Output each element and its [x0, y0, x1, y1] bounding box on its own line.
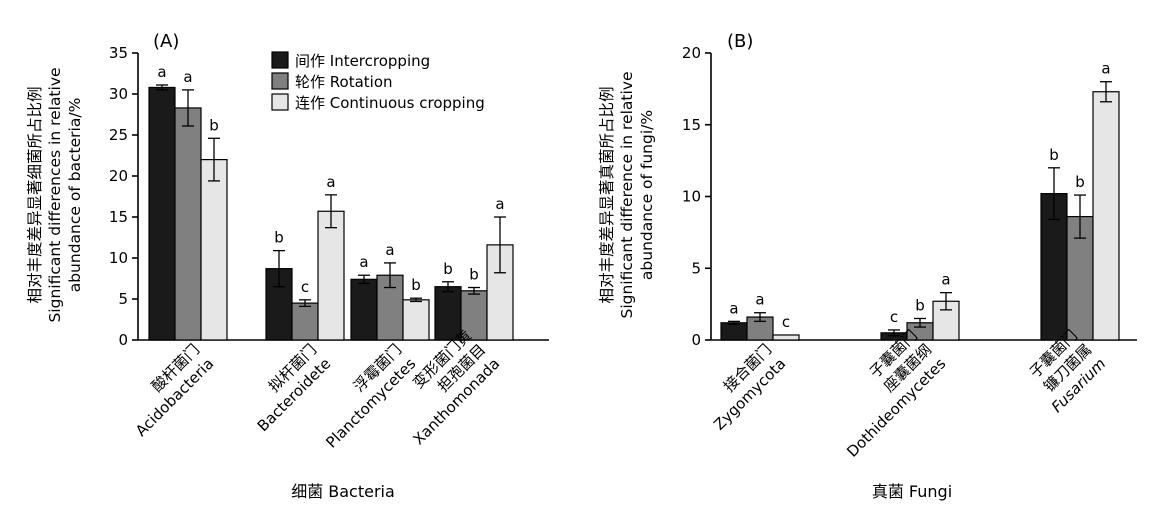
bar-rotation — [460, 290, 488, 341]
significance-letter: b — [469, 266, 479, 284]
x-axis-title: 细菌 Bacteria — [291, 482, 395, 501]
bar-rotation — [291, 302, 319, 341]
significance-letter: a — [941, 271, 950, 289]
legend: 间作 Intercropping 轮作 Rotation 连作 Continuous… — [271, 51, 485, 112]
y-tick-label: 0 — [118, 331, 128, 349]
y-tick-label: 20 — [682, 44, 701, 62]
y-tick-label: 30 — [109, 85, 128, 103]
legend-swatch — [271, 51, 289, 69]
y-tick-label: 10 — [682, 188, 701, 206]
significance-letter: b — [411, 276, 421, 294]
bar-continuous — [200, 159, 228, 341]
y-tick-label: 10 — [109, 249, 128, 267]
significance-letter: a — [157, 63, 166, 81]
y-tick-label: 15 — [109, 208, 128, 226]
bar-continuous — [772, 334, 800, 341]
significance-letter: a — [183, 68, 192, 86]
significance-letter: a — [359, 253, 368, 271]
y-tick-label: 15 — [682, 116, 701, 134]
chart-panel-fungi: 0 5 10 15 20 (B) 相对丰度差异显著真菌所占比例 Significant dif… — [598, 31, 1137, 501]
y-tick-label: 35 — [109, 44, 128, 62]
significance-letter: a — [755, 291, 764, 309]
significance-letter: b — [443, 260, 453, 278]
significance-letter: a — [729, 299, 738, 317]
legend-label: 间作 Intercropping — [295, 52, 430, 70]
bar-continuous — [1092, 91, 1120, 341]
y-tick-label: 25 — [109, 126, 128, 144]
bar-continuous — [402, 299, 430, 341]
y-axis-label-line: 相对丰度差异显著真菌所占比例 — [598, 86, 616, 303]
y-tick-label: 0 — [691, 331, 701, 349]
y-axis-label-line: Significant differences in relative — [46, 67, 64, 322]
y-tick-label: 5 — [118, 290, 128, 308]
significance-letter: c — [782, 313, 790, 331]
significance-letter: b — [915, 296, 925, 314]
bar-intercropping — [148, 86, 176, 341]
significance-letter: a — [495, 195, 504, 213]
y-tick-label: 5 — [691, 259, 701, 277]
bar-continuous — [317, 210, 345, 341]
bar-rotation — [174, 107, 202, 341]
y-axis-label-line: Significant difference in relative — [618, 72, 636, 319]
legend-label: 轮作 Rotation — [295, 73, 393, 91]
x-axis-title: 真菌 Fungi — [872, 482, 952, 501]
y-axis-label-group: 相对丰度差异显著细菌所占比例 Significant differences in… — [26, 67, 84, 322]
y-tick-label: 20 — [109, 167, 128, 185]
bar-intercropping — [350, 278, 378, 341]
significance-letter: a — [385, 241, 394, 259]
legend-swatch — [271, 72, 289, 90]
y-axis-label-line: abundance of fungi/% — [638, 110, 656, 280]
significance-letter: c — [301, 278, 309, 296]
y-axis-label-line: abundance of bacteria/% — [66, 98, 84, 293]
significance-letter: a — [1101, 60, 1110, 78]
significance-letter: b — [274, 229, 284, 247]
panel-label: (A) — [153, 31, 179, 52]
panel-label: (B) — [727, 31, 753, 52]
significance-letter: c — [890, 308, 898, 326]
legend-swatch — [271, 93, 289, 111]
y-axis-label-line: 相对丰度差异显著细菌所占比例 — [26, 86, 44, 303]
y-axis-label-group: 相对丰度差异显著真菌所占比例 Significant difference in … — [598, 72, 656, 319]
significance-letter: a — [326, 173, 335, 191]
bar-intercropping — [434, 286, 462, 341]
legend-label: 连作 Continuous cropping — [295, 94, 485, 112]
significance-letter: b — [1075, 173, 1085, 191]
significance-letter: b — [1049, 146, 1059, 164]
bar-intercropping — [720, 322, 748, 341]
significance-letter: b — [209, 116, 219, 134]
